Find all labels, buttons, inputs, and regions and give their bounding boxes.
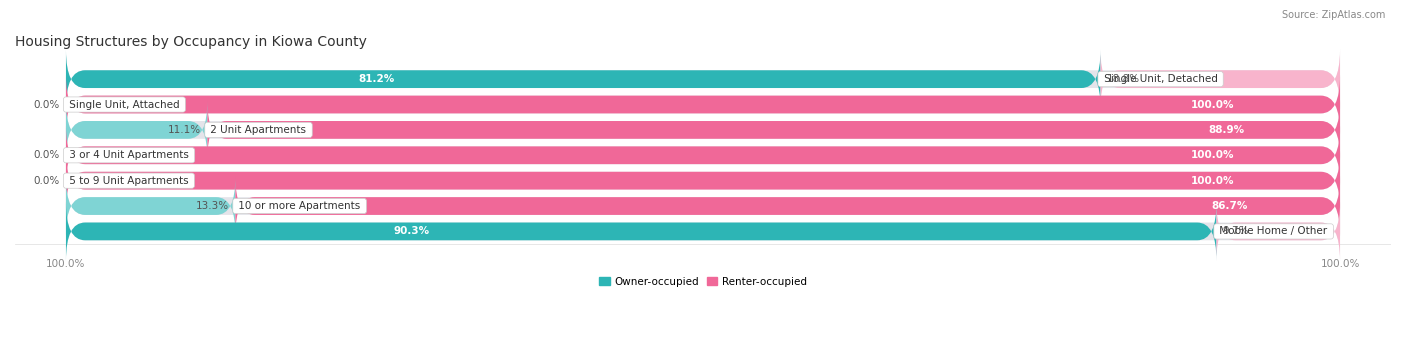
- FancyBboxPatch shape: [1101, 50, 1340, 108]
- Text: Single Unit, Attached: Single Unit, Attached: [66, 100, 183, 109]
- Text: 100.0%: 100.0%: [1191, 176, 1234, 186]
- Text: Housing Structures by Occupancy in Kiowa County: Housing Structures by Occupancy in Kiowa…: [15, 35, 367, 49]
- FancyBboxPatch shape: [66, 50, 1340, 108]
- FancyBboxPatch shape: [66, 126, 1340, 184]
- Text: 3 or 4 Unit Apartments: 3 or 4 Unit Apartments: [66, 150, 193, 160]
- FancyBboxPatch shape: [1216, 202, 1340, 261]
- Text: 0.0%: 0.0%: [34, 100, 59, 109]
- FancyBboxPatch shape: [66, 75, 1340, 134]
- Text: 18.8%: 18.8%: [1107, 74, 1140, 84]
- Text: Mobile Home / Other: Mobile Home / Other: [1216, 226, 1331, 236]
- FancyBboxPatch shape: [235, 177, 1340, 235]
- Text: Source: ZipAtlas.com: Source: ZipAtlas.com: [1281, 10, 1385, 20]
- Legend: Owner-occupied, Renter-occupied: Owner-occupied, Renter-occupied: [595, 272, 811, 291]
- Text: 88.9%: 88.9%: [1209, 125, 1244, 135]
- Text: 86.7%: 86.7%: [1212, 201, 1247, 211]
- FancyBboxPatch shape: [66, 126, 1340, 184]
- Text: 9.7%: 9.7%: [1223, 226, 1250, 236]
- FancyBboxPatch shape: [66, 50, 1101, 108]
- FancyBboxPatch shape: [66, 101, 1340, 159]
- FancyBboxPatch shape: [66, 177, 1340, 235]
- Text: 11.1%: 11.1%: [167, 125, 201, 135]
- Text: 0.0%: 0.0%: [34, 150, 59, 160]
- Text: 2 Unit Apartments: 2 Unit Apartments: [208, 125, 309, 135]
- Text: 13.3%: 13.3%: [195, 201, 229, 211]
- FancyBboxPatch shape: [66, 202, 1216, 261]
- FancyBboxPatch shape: [66, 101, 208, 159]
- Text: 0.0%: 0.0%: [34, 176, 59, 186]
- FancyBboxPatch shape: [66, 202, 1340, 261]
- FancyBboxPatch shape: [66, 75, 1340, 134]
- Text: 5 to 9 Unit Apartments: 5 to 9 Unit Apartments: [66, 176, 191, 186]
- Text: Single Unit, Detached: Single Unit, Detached: [1101, 74, 1220, 84]
- Text: 10 or more Apartments: 10 or more Apartments: [235, 201, 364, 211]
- Text: 81.2%: 81.2%: [359, 74, 395, 84]
- FancyBboxPatch shape: [208, 101, 1340, 159]
- Text: 100.0%: 100.0%: [1191, 100, 1234, 109]
- Text: 90.3%: 90.3%: [394, 226, 429, 236]
- FancyBboxPatch shape: [66, 151, 1340, 210]
- Text: 100.0%: 100.0%: [1191, 150, 1234, 160]
- FancyBboxPatch shape: [66, 177, 235, 235]
- FancyBboxPatch shape: [66, 151, 1340, 210]
